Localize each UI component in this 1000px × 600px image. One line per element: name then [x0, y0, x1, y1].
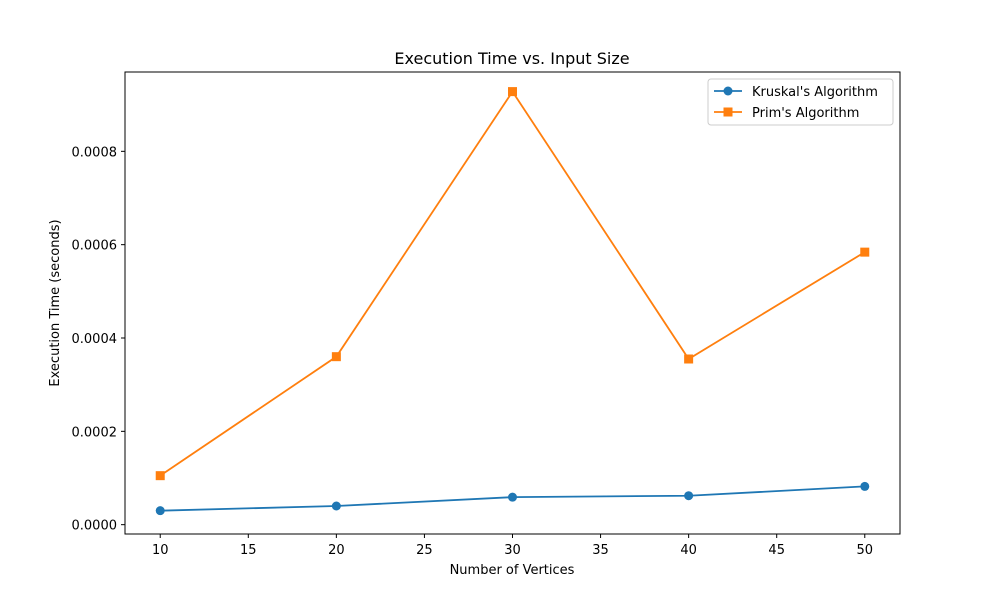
data-point [332, 352, 341, 361]
x-tick-label: 15 [240, 543, 257, 558]
legend: Kruskal's Algorithm Prim's Algorithm [708, 79, 893, 125]
x-tick-label: 10 [152, 543, 169, 558]
x-tick-label: 25 [416, 543, 433, 558]
x-tick-label: 30 [504, 543, 521, 558]
y-tick-label: 0.0006 [72, 239, 118, 254]
chart-title: Execution Time vs. Input Size [394, 49, 629, 68]
x-tick-label: 50 [856, 543, 873, 558]
data-point [156, 506, 165, 515]
y-tick-label: 0.0000 [72, 519, 118, 534]
data-point [156, 471, 165, 480]
y-tick-label: 0.0002 [72, 425, 118, 440]
legend-marker [724, 108, 733, 117]
data-point [508, 87, 517, 96]
x-tick-label: 40 [680, 543, 697, 558]
data-point [860, 482, 869, 491]
data-point [860, 248, 869, 257]
x-tick-label: 45 [768, 543, 785, 558]
data-point [332, 502, 341, 511]
x-tick-label: 35 [592, 543, 609, 558]
y-tick-label: 0.0004 [72, 332, 118, 347]
y-axis-label: Execution Time (seconds) [48, 219, 63, 386]
legend-label: Kruskal's Algorithm [752, 85, 878, 100]
x-tick-label: 20 [328, 543, 345, 558]
legend-label: Prim's Algorithm [752, 106, 859, 121]
legend-marker [724, 87, 733, 96]
data-point [508, 493, 517, 502]
x-axis-label: Number of Vertices [450, 563, 575, 578]
data-point [684, 491, 693, 500]
data-point [684, 355, 693, 364]
y-tick-label: 0.0008 [72, 145, 118, 160]
